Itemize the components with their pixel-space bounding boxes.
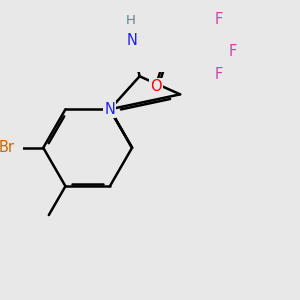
Text: N: N <box>127 33 137 48</box>
Text: F: F <box>215 12 223 27</box>
Text: N: N <box>104 102 115 117</box>
Text: F: F <box>215 67 223 82</box>
Text: O: O <box>150 79 161 94</box>
Text: F: F <box>229 44 237 59</box>
Text: N: N <box>104 102 115 117</box>
Text: H: H <box>126 14 136 27</box>
Text: Br: Br <box>0 140 15 155</box>
